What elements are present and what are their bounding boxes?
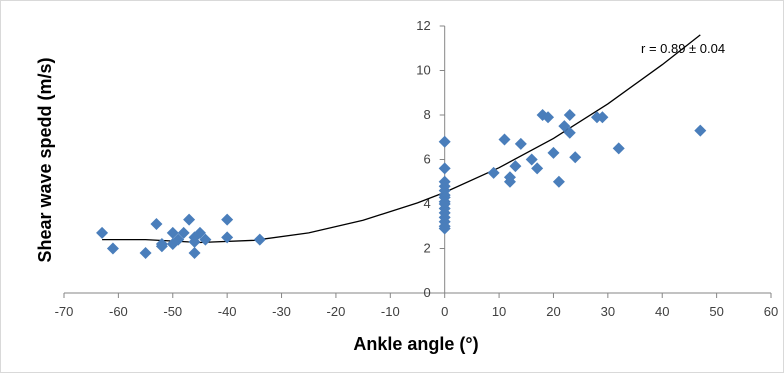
y-tick-label: 12 xyxy=(416,18,430,33)
x-tick-label: -30 xyxy=(272,304,291,319)
data-point xyxy=(155,238,168,251)
y-axis-title: Shear wave spedd (m/s) xyxy=(35,57,55,262)
x-tick-label: -20 xyxy=(327,304,346,319)
data-point xyxy=(547,146,560,159)
data-point xyxy=(150,218,163,231)
data-point xyxy=(612,142,625,155)
x-tick-label: -60 xyxy=(109,304,128,319)
data-point xyxy=(503,175,516,188)
trendline-group xyxy=(102,34,701,244)
y-tick-label: 10 xyxy=(416,63,430,78)
data-point xyxy=(139,246,152,259)
x-tick-label: 40 xyxy=(655,304,669,319)
data-point xyxy=(438,135,451,148)
data-point xyxy=(563,109,576,121)
data-point xyxy=(498,133,511,146)
x-tick-label: -50 xyxy=(163,304,182,319)
data-point xyxy=(509,160,522,173)
x-tick-label: -10 xyxy=(381,304,400,319)
x-tick-label: -40 xyxy=(218,304,237,319)
axes: -70 -60 -50 -40 -30 -20 -10 0 10 20 30 40 50 60 0 2 4 6 8 1… xyxy=(55,18,779,319)
data-point xyxy=(558,120,571,133)
x-tick-label: 60 xyxy=(764,304,778,319)
x-tick-label: 0 xyxy=(441,304,448,319)
data-point xyxy=(96,226,109,239)
data-point xyxy=(106,242,119,255)
data-point xyxy=(188,246,201,259)
data-point xyxy=(193,226,206,239)
x-tick-label: 30 xyxy=(601,304,615,319)
data-point xyxy=(563,126,576,139)
data-point xyxy=(525,153,538,166)
y-tick-label: 6 xyxy=(423,152,430,167)
y-tick-label: 2 xyxy=(423,241,430,256)
data-point xyxy=(694,124,707,137)
data-point xyxy=(514,137,527,150)
data-point xyxy=(569,151,582,164)
data-point xyxy=(542,111,555,124)
data-point xyxy=(596,111,609,124)
y-tick-label: 4 xyxy=(423,196,430,211)
x-axis-title: Ankle angle (°) xyxy=(353,334,478,354)
data-point xyxy=(253,233,266,246)
data-point xyxy=(188,235,201,248)
trendline xyxy=(102,34,701,244)
y-tick-label: 8 xyxy=(423,107,430,122)
correlation-annotation: r = 0.89 ± 0.04 xyxy=(641,41,725,56)
data-point xyxy=(487,166,500,179)
data-point xyxy=(199,233,212,246)
data-point xyxy=(438,162,451,175)
x-tick-label: 20 xyxy=(546,304,560,319)
data-point xyxy=(172,233,185,246)
x-tick-label: 50 xyxy=(709,304,723,319)
y-tick-label: 0 xyxy=(423,285,430,300)
x-tick-label: -70 xyxy=(55,304,74,319)
data-points xyxy=(96,109,707,259)
x-tick-label: 10 xyxy=(492,304,506,319)
data-point xyxy=(552,175,565,188)
data-point xyxy=(531,162,544,175)
data-point xyxy=(221,213,234,226)
data-point xyxy=(438,222,451,235)
data-point xyxy=(166,226,179,239)
data-point xyxy=(221,231,234,244)
data-point xyxy=(183,213,196,226)
data-point xyxy=(177,226,190,239)
